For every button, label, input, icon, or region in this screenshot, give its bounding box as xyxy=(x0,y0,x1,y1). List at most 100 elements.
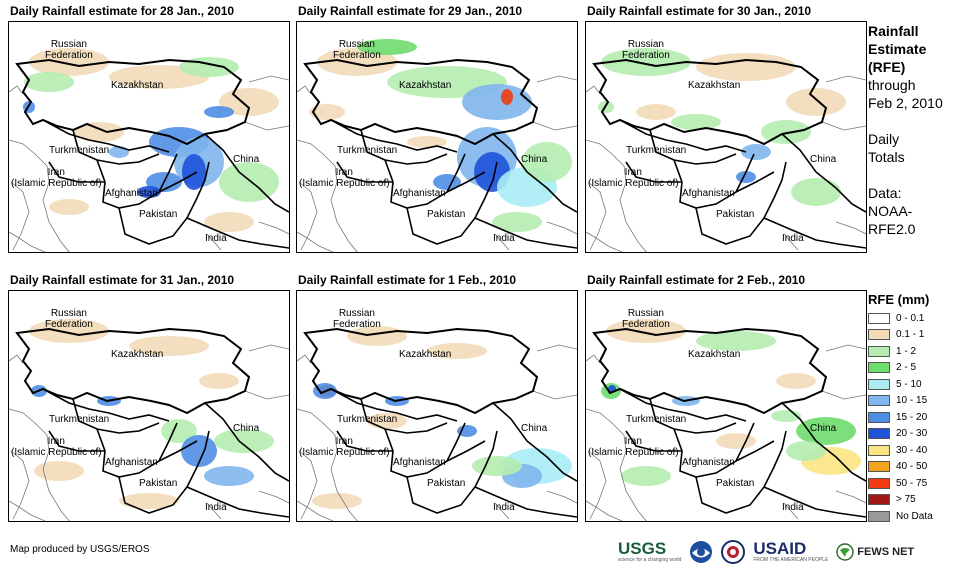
country-border xyxy=(158,171,198,193)
country-label-line: Iran xyxy=(47,167,65,178)
outer-border xyxy=(494,233,510,251)
outer-border xyxy=(248,75,289,83)
legend-swatch xyxy=(868,477,890,489)
outer-border xyxy=(586,231,623,252)
rain-area xyxy=(671,114,721,130)
country-border xyxy=(695,161,787,245)
country-label-russia: Russian Federation xyxy=(333,308,381,330)
rain-area xyxy=(621,466,671,486)
rain-area xyxy=(357,39,417,55)
country-label-iran: Iran (Islamic Republic of) xyxy=(11,167,102,189)
country-border xyxy=(673,422,755,478)
legend-label: 1 - 2 xyxy=(896,345,917,357)
region-outline xyxy=(15,327,251,415)
country-label-kazakhstan: Kazakhstan xyxy=(399,80,452,91)
legend-label: 0 - 0.1 xyxy=(896,312,925,324)
country-border xyxy=(619,119,747,153)
usgs-logo: USGS science for a changing world xyxy=(618,539,682,563)
rain-area xyxy=(119,493,179,509)
country-label-line: Russian xyxy=(50,308,87,319)
country-label-iran: Iran (Islamic Republic of) xyxy=(588,436,679,458)
country-label-pakistan: Pakistan xyxy=(427,478,466,489)
outer-border xyxy=(258,221,289,235)
country-label-line: Federation xyxy=(45,319,93,330)
through-date: Feb 2, 2010 xyxy=(868,95,943,111)
outer-border xyxy=(586,139,647,252)
rain-area xyxy=(309,104,345,120)
panel-title: Daily Rainfall estimate for 1 Feb., 2010 xyxy=(298,273,517,287)
rain-area xyxy=(312,493,362,509)
legend-label: 50 - 75 xyxy=(896,477,928,489)
country-border xyxy=(384,153,466,209)
country-label-turkmenistan: Turkmenistan xyxy=(49,414,110,425)
country-label-afghanistan: Afghanistan xyxy=(105,457,158,468)
outer-border xyxy=(825,344,866,352)
rain-area xyxy=(181,435,217,467)
country-label-china: China xyxy=(810,154,837,165)
map-svg xyxy=(297,326,577,521)
outer-border xyxy=(835,490,866,504)
rainfall-map-panel: Daily Rainfall estimate for 1 Feb., 2010… xyxy=(296,273,578,523)
country-label-pakistan: Pakistan xyxy=(716,209,755,220)
legend-swatch xyxy=(868,428,890,440)
outer-border xyxy=(297,500,334,521)
country-border xyxy=(42,388,170,422)
rain-area xyxy=(427,343,487,359)
country-label-pakistan: Pakistan xyxy=(716,478,755,489)
legend-swatch xyxy=(868,395,890,407)
region-outline xyxy=(592,327,828,415)
outer-border xyxy=(586,500,623,521)
rain-area xyxy=(204,466,254,486)
country-border xyxy=(763,217,866,249)
data-label-2: NOAA- xyxy=(868,203,913,219)
country-border xyxy=(673,153,755,209)
country-border xyxy=(96,422,178,478)
outer-border xyxy=(248,344,289,352)
country-label-russia: Russian Federation xyxy=(45,308,93,330)
country-border xyxy=(384,422,466,478)
country-label-iran: Iran (Islamic Republic of) xyxy=(11,436,102,458)
country-border xyxy=(625,430,682,452)
map-frame: Russian Federation Kazakhstan Turkmenistan I… xyxy=(585,21,867,253)
country-border xyxy=(204,402,289,482)
outer-border xyxy=(9,139,70,252)
legend-item: 40 - 50 xyxy=(868,459,965,476)
outer-border xyxy=(586,354,601,364)
country-label-line: Federation xyxy=(622,319,670,330)
rain-area xyxy=(219,162,279,202)
globe-icon xyxy=(836,543,855,561)
country-label-iran: Iran (Islamic Republic of) xyxy=(299,436,390,458)
country-label-india: India xyxy=(205,502,227,513)
rain-area xyxy=(736,171,756,183)
country-border xyxy=(186,486,289,518)
country-label-turkmenistan: Turkmenistan xyxy=(626,414,687,425)
country-border xyxy=(763,486,866,518)
dos-seal-icon xyxy=(721,540,746,564)
country-border xyxy=(118,430,210,514)
rainfall-map-panel: Daily Rainfall estimate for 2 Feb., 2010… xyxy=(585,273,867,523)
legend-item: 15 - 20 xyxy=(868,409,965,426)
country-label-turkmenistan: Turkmenistan xyxy=(626,145,687,156)
rain-area xyxy=(492,212,542,232)
legend-swatch xyxy=(868,362,890,374)
outer-border xyxy=(536,75,577,83)
rfe-legend: RFE (mm) 0 - 0.1 0.1 - 1 1 - 2 2 - 5 5 - 10 1… xyxy=(868,292,965,525)
rainfall-map-panel: Daily Rainfall estimate for 29 Jan., 201… xyxy=(296,4,578,254)
map-description: Rainfall Estimate (RFE) through Feb 2, 2… xyxy=(868,22,965,238)
country-border xyxy=(360,129,448,165)
country-label-line: Iran xyxy=(335,436,353,447)
map-frame: Russian Federation Kazakhstan Turkmenistan I… xyxy=(8,290,290,522)
country-label-line: Federation xyxy=(333,319,381,330)
rain-area xyxy=(204,106,234,118)
country-border xyxy=(48,430,105,452)
country-label-kazakhstan: Kazakhstan xyxy=(399,349,452,360)
map-frame: Russian Federation Kazakhstan Turkmenistan I… xyxy=(296,21,578,253)
rain-area xyxy=(204,212,254,232)
map-svg xyxy=(586,48,866,252)
country-label-afghanistan: Afghanistan xyxy=(682,188,735,199)
country-label-kazakhstan: Kazakhstan xyxy=(111,80,164,91)
country-label-pakistan: Pakistan xyxy=(139,209,178,220)
legend-label: 15 - 20 xyxy=(896,411,928,423)
legend-swatch xyxy=(868,345,890,357)
legend-item: 30 - 40 xyxy=(868,442,965,459)
